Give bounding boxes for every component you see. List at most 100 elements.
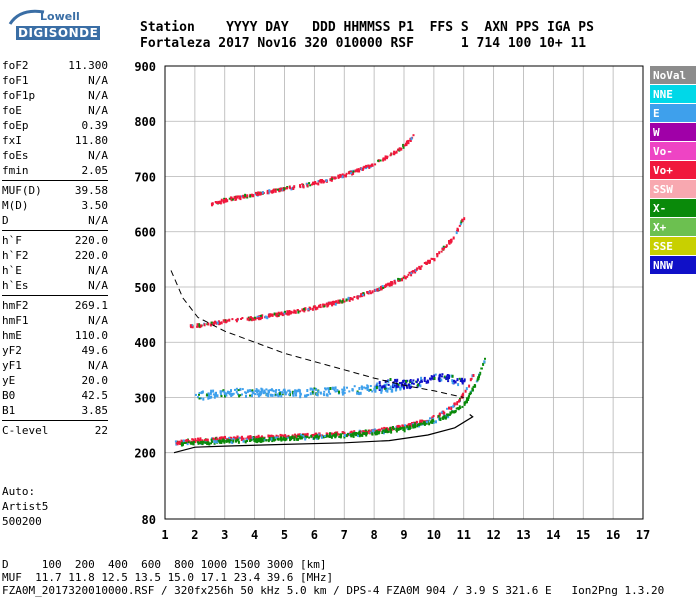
echo-point xyxy=(339,174,342,178)
param-row: fxI 11.80 xyxy=(2,133,108,148)
echo-point xyxy=(228,197,231,200)
echo-point xyxy=(183,442,186,444)
param-value: N/A xyxy=(88,74,108,87)
echo-point xyxy=(211,202,214,205)
echo-point xyxy=(448,374,450,377)
echo-point xyxy=(454,380,457,384)
param-value: 11.80 xyxy=(74,134,108,147)
echo-point xyxy=(432,419,434,423)
param-key: yF1 xyxy=(2,359,22,372)
echo-point xyxy=(325,393,328,397)
echo-point xyxy=(251,391,254,394)
echo-point xyxy=(326,302,329,305)
echo-point xyxy=(384,388,387,392)
echo-point xyxy=(310,387,313,390)
logo-line1: Lowell xyxy=(40,10,80,23)
echo-point xyxy=(369,164,372,167)
echo-point xyxy=(448,240,450,242)
echo-point xyxy=(234,388,236,391)
echo-point xyxy=(263,389,266,392)
echo-point xyxy=(246,390,249,393)
echo-point xyxy=(200,397,202,400)
echo-point xyxy=(472,374,475,377)
echo-point xyxy=(446,413,449,417)
x-tick-label: 2 xyxy=(191,528,198,542)
param-value: N/A xyxy=(88,279,108,292)
echo-point xyxy=(419,381,422,384)
echo-point xyxy=(222,436,225,439)
echo-point xyxy=(214,320,216,324)
echo-point xyxy=(385,428,388,431)
echo-point xyxy=(230,393,233,396)
echo-point xyxy=(297,310,300,314)
echo-point xyxy=(343,300,346,303)
echo-point xyxy=(244,391,247,394)
autoscaling-info: Auto: Artist5 500200 xyxy=(2,484,48,529)
echo-point xyxy=(256,315,259,318)
echo-point xyxy=(463,378,466,382)
echo-point xyxy=(384,156,387,159)
echo-point xyxy=(207,322,210,326)
echo-point xyxy=(322,303,325,306)
echo-point xyxy=(249,316,252,319)
echo-point xyxy=(197,396,199,399)
echo-point xyxy=(365,164,368,168)
echo-point xyxy=(357,432,360,435)
echo-point xyxy=(379,384,382,388)
echo-point xyxy=(314,181,317,184)
echo-point xyxy=(189,324,192,328)
echo-point xyxy=(236,438,239,442)
echo-point xyxy=(176,442,179,446)
echo-point xyxy=(273,188,276,192)
echo-point xyxy=(230,198,233,202)
echo-point xyxy=(212,323,215,327)
echo-point xyxy=(228,318,231,322)
echo-point xyxy=(249,394,251,397)
legend-item-vo-: Vo- xyxy=(650,142,696,161)
echo-point xyxy=(342,389,345,393)
x-tick-label: 8 xyxy=(371,528,378,542)
echo-point xyxy=(471,374,474,378)
echo-point xyxy=(306,435,308,438)
echo-point xyxy=(338,390,340,394)
echo-point xyxy=(276,313,279,316)
echo-point xyxy=(223,440,226,442)
echo-point xyxy=(432,415,435,417)
echo-point xyxy=(389,387,392,391)
echo-point xyxy=(393,384,396,387)
echo-point xyxy=(323,390,326,393)
echo-point xyxy=(189,441,192,444)
echo-point xyxy=(366,291,369,294)
echo-point xyxy=(280,437,283,441)
echo-point xyxy=(280,311,283,315)
echo-point xyxy=(440,375,443,378)
echo-point xyxy=(450,238,453,242)
echo-point xyxy=(257,435,260,439)
echo-point xyxy=(370,163,373,167)
echo-point xyxy=(334,386,337,390)
echo-point xyxy=(285,391,288,394)
echo-point xyxy=(434,373,437,376)
echo-point xyxy=(286,312,289,316)
echo-point xyxy=(415,268,418,271)
echo-point xyxy=(226,199,229,203)
echo-point xyxy=(245,438,248,441)
echo-point xyxy=(246,436,249,440)
param-key: fmin xyxy=(2,164,29,177)
scaled-parameters-panel: foF2 11.300 foF1 N/A foF1p N/A foE N/A foEp 0.39 f… xyxy=(2,58,108,438)
echo-point xyxy=(319,179,322,183)
echo-point xyxy=(438,417,441,421)
echo-point xyxy=(374,389,377,393)
echo-point xyxy=(361,167,364,171)
echo-point xyxy=(266,189,269,192)
header-labels: Station YYYY DAY DDD HHMMSS P1 FFS S AXN… xyxy=(140,20,594,35)
echo-point xyxy=(469,393,471,396)
echo-point xyxy=(311,390,314,393)
echo-point xyxy=(241,195,243,198)
echo-point xyxy=(418,423,421,426)
echo-point xyxy=(303,308,305,311)
echo-point xyxy=(300,437,303,440)
echo-point xyxy=(209,391,212,395)
echo-point xyxy=(407,141,410,145)
series-multi-hop-2f-vo- xyxy=(189,217,466,329)
